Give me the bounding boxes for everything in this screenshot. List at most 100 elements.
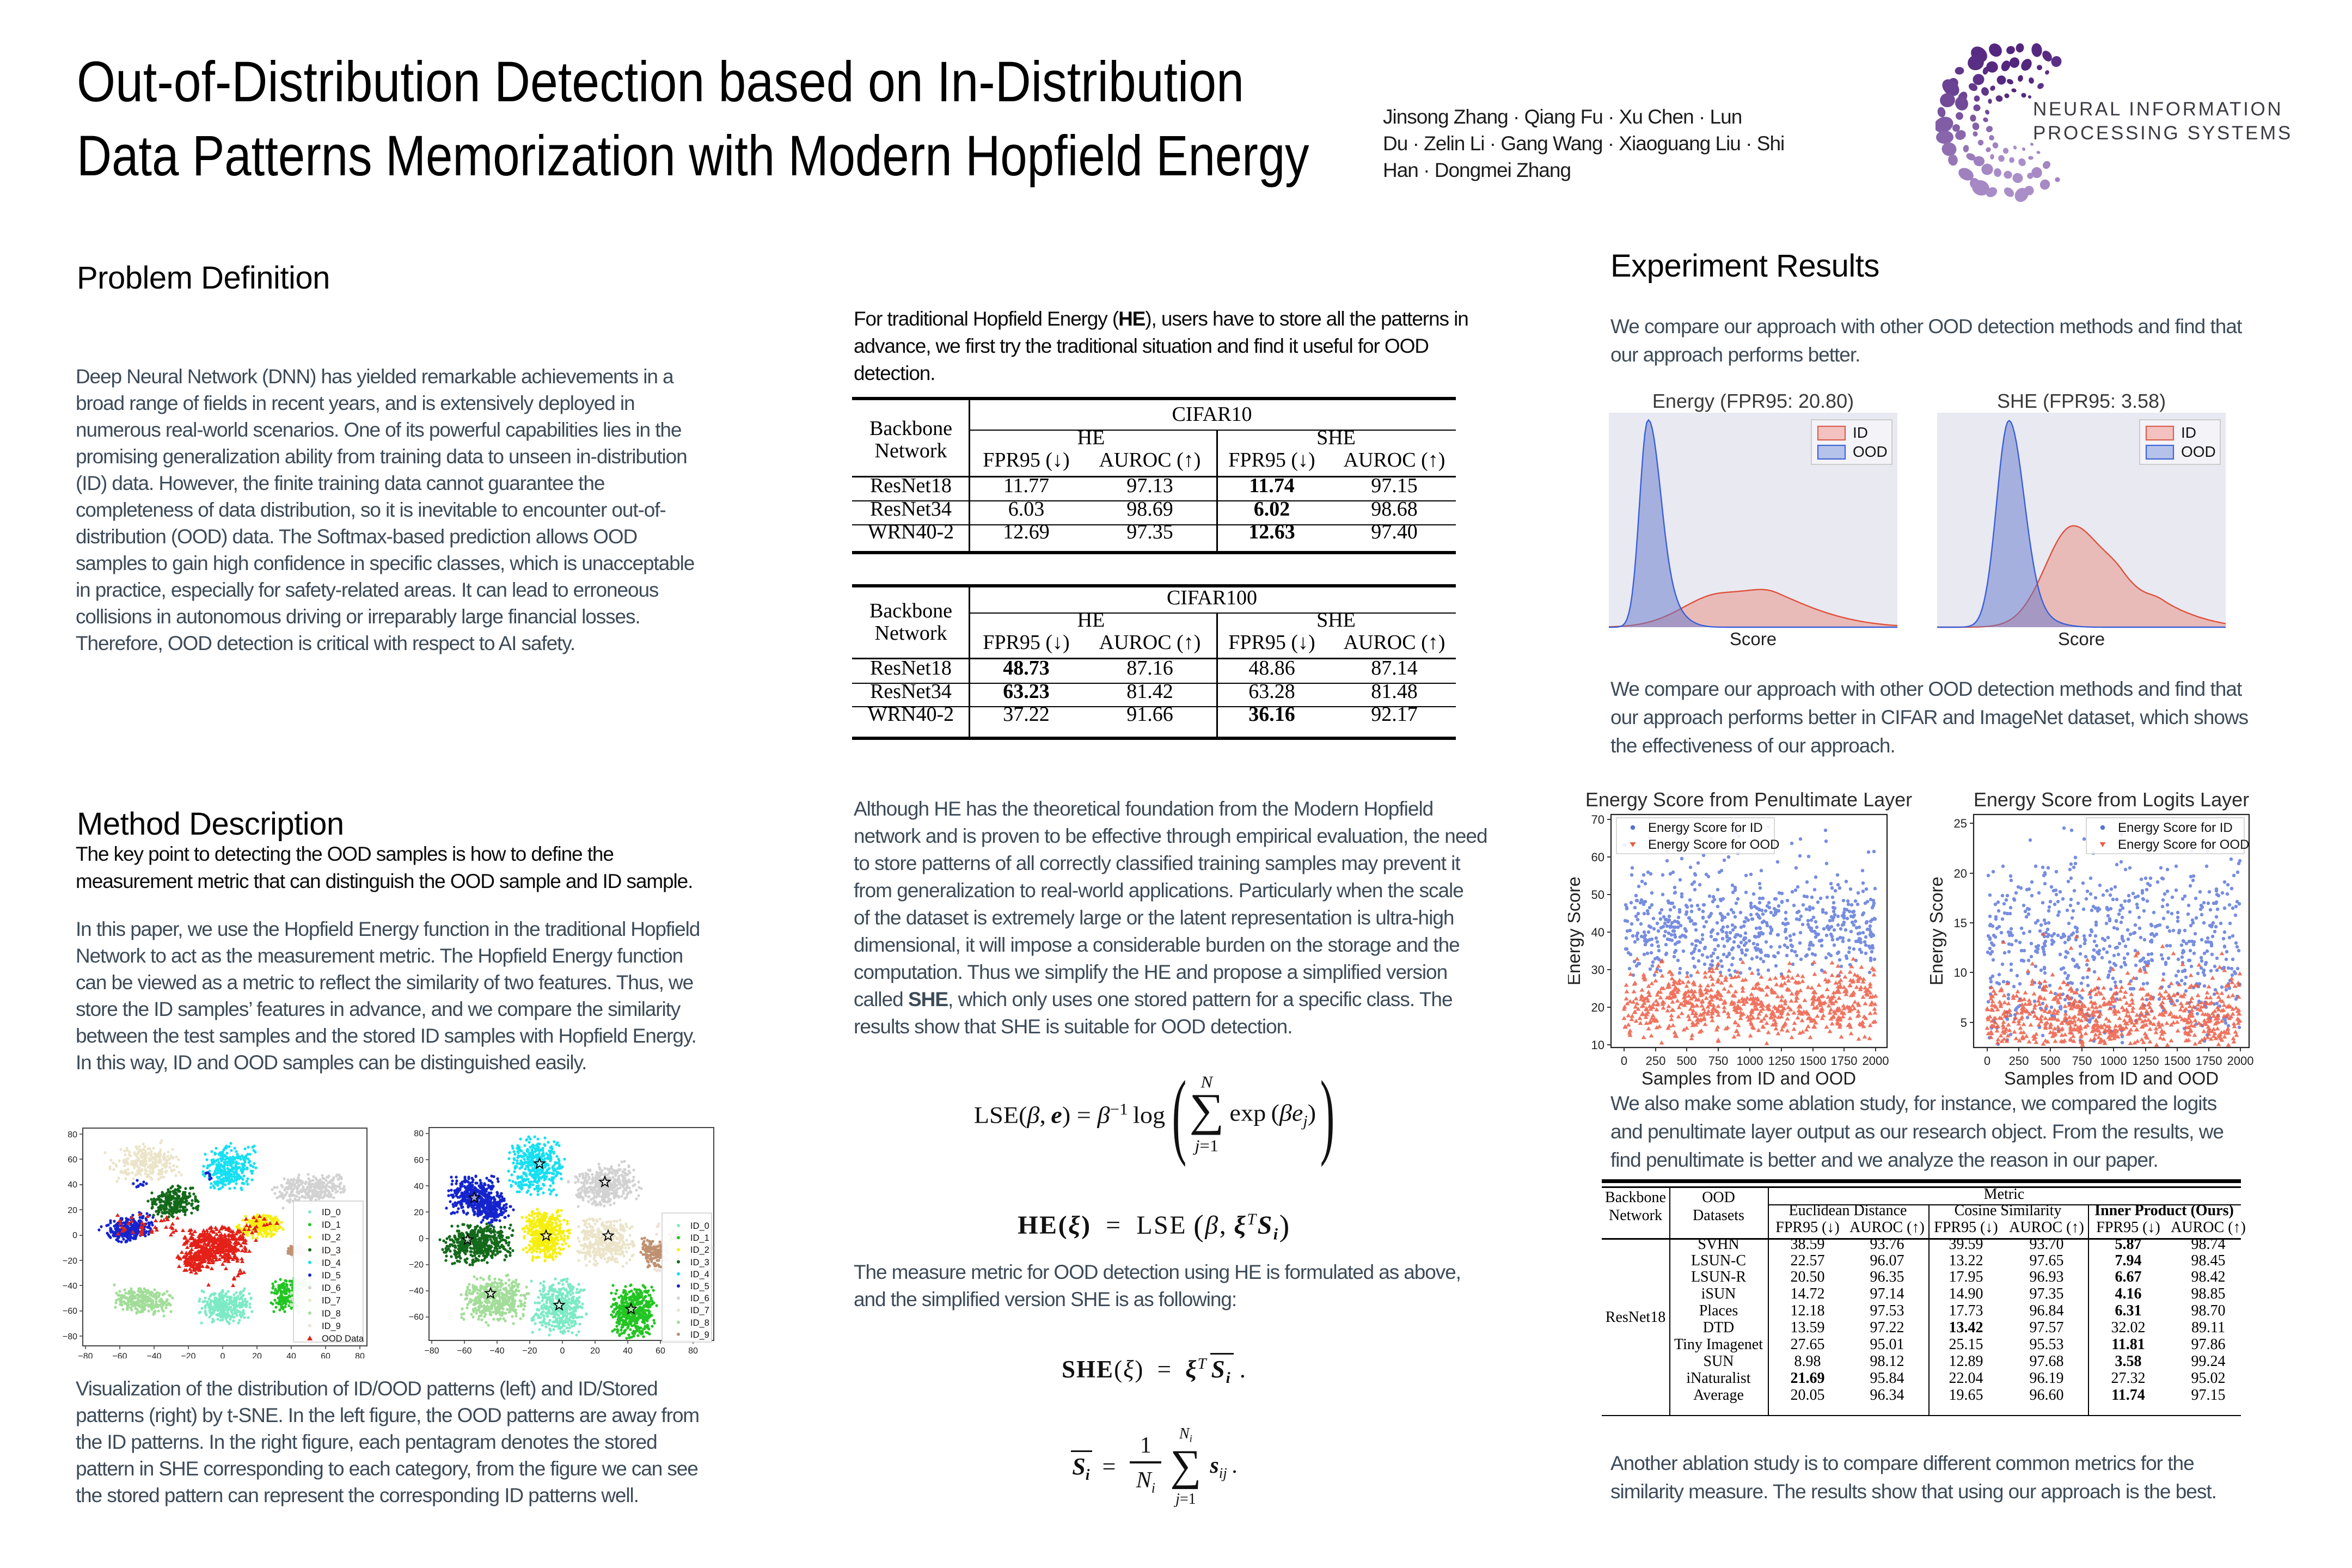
svg-text:Samples from ID and OOD: Samples from ID and OOD [1641, 1068, 1856, 1088]
svg-text:0: 0 [419, 1234, 424, 1244]
svg-text:0: 0 [560, 1346, 565, 1356]
svg-text:OOD Data: OOD Data [322, 1334, 364, 1344]
svg-text:ID: ID [2181, 424, 2196, 441]
svg-text:ID_5: ID_5 [690, 1282, 709, 1291]
svg-text:1500: 1500 [2164, 1054, 2191, 1068]
svg-text:40: 40 [1591, 926, 1604, 939]
svg-text:−20: −20 [181, 1352, 195, 1358]
svg-text:ID_3: ID_3 [322, 1246, 341, 1255]
svg-text:−20: −20 [522, 1346, 537, 1356]
svg-text:1500: 1500 [1800, 1054, 1827, 1068]
svg-text:ID_6: ID_6 [322, 1283, 341, 1293]
svg-text:20: 20 [252, 1352, 262, 1358]
svg-text:80: 80 [688, 1346, 698, 1356]
svg-text:ID_1: ID_1 [322, 1220, 341, 1230]
svg-text:ID_4: ID_4 [690, 1270, 709, 1279]
svg-text:ID: ID [1853, 424, 1868, 441]
svg-text:Energy Score for OOD: Energy Score for OOD [1648, 837, 1779, 852]
svg-text:Energy Score for ID: Energy Score for ID [1648, 820, 1763, 835]
svg-text:20: 20 [414, 1208, 424, 1217]
svg-text:500: 500 [1677, 1054, 1697, 1068]
svg-text:ID_7: ID_7 [690, 1306, 709, 1315]
svg-text:ID_1: ID_1 [690, 1233, 709, 1243]
svg-text:40: 40 [286, 1352, 296, 1358]
svg-text:1000: 1000 [1737, 1054, 1763, 1068]
svg-text:1000: 1000 [2100, 1054, 2127, 1068]
svg-text:10: 10 [1954, 966, 1967, 979]
svg-text:Energy Score for OOD: Energy Score for OOD [2118, 837, 2249, 852]
svg-text:Energy Score: Energy Score [1926, 877, 1946, 985]
svg-text:60: 60 [321, 1352, 330, 1358]
svg-text:−80: −80 [78, 1352, 93, 1358]
svg-text:−60: −60 [409, 1313, 424, 1322]
svg-text:Score: Score [2058, 629, 2105, 649]
svg-text:1250: 1250 [2133, 1054, 2159, 1068]
svg-text:20: 20 [1954, 867, 1967, 880]
svg-text:5: 5 [1961, 1016, 1967, 1030]
svg-text:20: 20 [68, 1206, 77, 1215]
svg-text:ID_3: ID_3 [690, 1258, 709, 1267]
svg-text:OOD: OOD [1853, 443, 1888, 460]
svg-text:Energy Score: Energy Score [1568, 877, 1584, 985]
svg-text:ID_2: ID_2 [690, 1245, 709, 1255]
svg-text:1250: 1250 [1768, 1054, 1795, 1068]
svg-text:80: 80 [414, 1129, 424, 1138]
svg-text:60: 60 [1591, 850, 1604, 864]
svg-text:ID_5: ID_5 [322, 1271, 341, 1281]
svg-text:Score: Score [1730, 629, 1777, 649]
svg-text:15: 15 [1954, 916, 1967, 930]
svg-text:70: 70 [1591, 813, 1604, 826]
svg-text:1750: 1750 [1831, 1054, 1858, 1068]
svg-text:OOD: OOD [2181, 443, 2216, 460]
svg-text:−60: −60 [63, 1307, 77, 1316]
svg-text:1750: 1750 [2196, 1054, 2222, 1068]
svg-text:60: 60 [656, 1346, 665, 1356]
svg-text:Energy (FPR95: 20.80): Energy (FPR95: 20.80) [1652, 390, 1854, 412]
svg-text:250: 250 [2009, 1054, 2029, 1068]
svg-text:Energy Score from Logits Layer: Energy Score from Logits Layer [1974, 788, 2249, 811]
svg-text:ID_8: ID_8 [690, 1318, 709, 1328]
svg-text:PROCESSING SYSTEMS: PROCESSING SYSTEMS [2033, 122, 2293, 144]
svg-text:80: 80 [355, 1352, 365, 1358]
svg-text:ID_9: ID_9 [322, 1321, 341, 1331]
svg-text:10: 10 [1591, 1038, 1604, 1052]
svg-text:0: 0 [1984, 1054, 1990, 1068]
svg-text:ID_9: ID_9 [690, 1330, 709, 1340]
svg-text:Energy Score from Penultimate: Energy Score from Penultimate Layer [1585, 788, 1912, 811]
svg-text:0: 0 [220, 1352, 225, 1358]
svg-text:−40: −40 [63, 1282, 77, 1291]
svg-text:50: 50 [1591, 888, 1604, 902]
svg-text:0: 0 [72, 1231, 77, 1240]
svg-text:30: 30 [1591, 963, 1604, 977]
svg-text:−60: −60 [112, 1352, 127, 1358]
svg-text:0: 0 [1621, 1054, 1627, 1068]
svg-text:20: 20 [590, 1346, 600, 1356]
svg-text:60: 60 [414, 1156, 424, 1165]
svg-text:ID_8: ID_8 [322, 1309, 341, 1319]
svg-text:−80: −80 [63, 1332, 77, 1342]
svg-text:40: 40 [68, 1180, 77, 1190]
svg-text:80: 80 [68, 1130, 77, 1140]
svg-text:−40: −40 [489, 1346, 504, 1356]
svg-text:ID_4: ID_4 [322, 1258, 341, 1268]
svg-text:250: 250 [1646, 1054, 1666, 1068]
svg-text:ID_0: ID_0 [690, 1221, 709, 1231]
svg-text:Energy Score for ID: Energy Score for ID [2118, 820, 2233, 835]
svg-text:−20: −20 [63, 1257, 77, 1266]
svg-text:NEURAL INFORMATION: NEURAL INFORMATION [2033, 99, 2283, 120]
svg-text:2000: 2000 [1863, 1054, 1889, 1068]
svg-text:−80: −80 [424, 1346, 439, 1356]
svg-text:40: 40 [414, 1182, 424, 1191]
svg-text:−40: −40 [409, 1287, 424, 1296]
svg-text:750: 750 [2072, 1054, 2092, 1068]
svg-text:SHE (FPR95: 3.58): SHE (FPR95: 3.58) [1997, 390, 2166, 412]
svg-text:ID_2: ID_2 [322, 1233, 341, 1242]
svg-text:750: 750 [1708, 1054, 1729, 1068]
svg-text:Samples from ID and OOD: Samples from ID and OOD [2004, 1068, 2219, 1088]
svg-text:ID_6: ID_6 [690, 1294, 709, 1303]
svg-text:2000: 2000 [2227, 1054, 2254, 1068]
svg-text:ID_0: ID_0 [322, 1208, 341, 1217]
svg-text:ID_7: ID_7 [322, 1296, 341, 1306]
svg-text:25: 25 [1954, 817, 1967, 830]
svg-text:60: 60 [68, 1155, 77, 1165]
